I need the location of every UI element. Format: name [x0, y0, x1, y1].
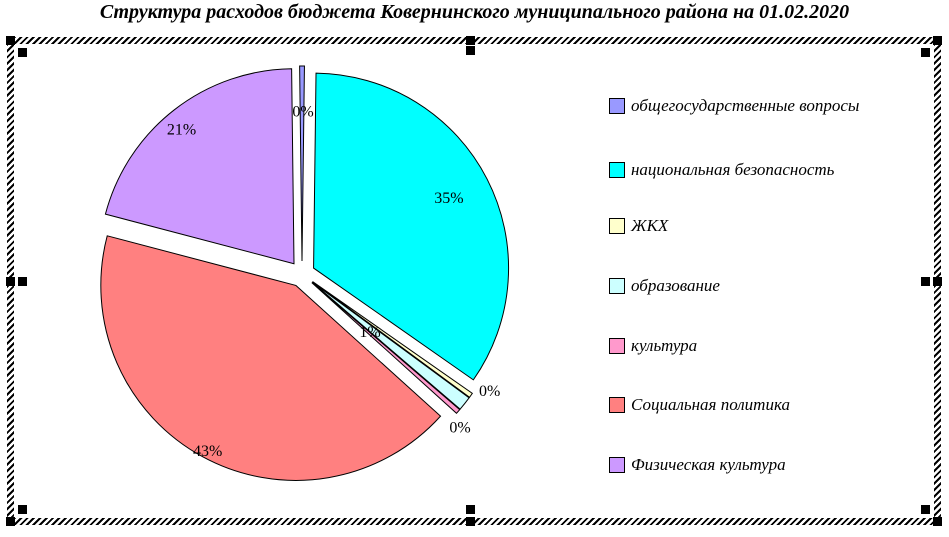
legend-label: Физическая культура — [631, 454, 786, 474]
legend-swatch — [609, 217, 625, 234]
legend-label: Социальная политика — [631, 394, 790, 414]
legend-item-3[interactable]: ЖКХ — [609, 216, 668, 235]
resize-handle-inner-bottom-left[interactable] — [18, 505, 27, 514]
legend-label: общегосударственные вопросы — [631, 95, 860, 115]
resize-handle-outer-bottom-left[interactable] — [6, 517, 15, 526]
legend-label: образование — [631, 275, 720, 295]
pie-percent-label: 43% — [193, 443, 222, 460]
chart-title[interactable]: Структура расходов бюджета Ковернинского… — [99, 1, 850, 23]
legend-swatch — [609, 396, 625, 413]
resize-handle-inner-middle-right[interactable] — [921, 277, 930, 286]
pie-percent-label: 0% — [449, 419, 470, 436]
resize-handle-inner-bottom-middle[interactable] — [465, 505, 475, 514]
resize-handle-outer-bottom-middle[interactable] — [465, 517, 475, 526]
resize-handle-inner-middle-left[interactable] — [18, 277, 27, 286]
legend-item-7[interactable]: Физическая культура — [609, 455, 786, 474]
pie-slice-1[interactable] — [299, 65, 305, 262]
legend-swatch — [609, 161, 625, 178]
legend-label: ЖКХ — [631, 215, 669, 235]
legend-label: культура — [631, 335, 698, 355]
pie-percent-label: 21% — [167, 122, 196, 139]
legend-item-5[interactable]: культура — [609, 336, 697, 355]
pie-slice-2[interactable] — [313, 72, 510, 381]
resize-handle-outer-top-left[interactable] — [6, 36, 15, 45]
resize-handle-outer-bottom-right[interactable] — [933, 517, 942, 526]
pie-slice-5[interactable] — [311, 282, 461, 414]
pie-slice-3[interactable] — [312, 281, 474, 398]
legend-item-2[interactable]: национальная безопасность — [609, 160, 834, 179]
resize-handle-outer-top-right[interactable] — [933, 36, 942, 45]
pie-slice-6[interactable] — [100, 235, 442, 481]
resize-handle-inner-top-middle[interactable] — [465, 46, 475, 55]
pie-percent-label: 1% — [359, 324, 380, 341]
pie-slice-7[interactable] — [104, 68, 295, 265]
resize-handle-inner-top-right[interactable] — [921, 48, 930, 57]
resize-handle-inner-bottom-right[interactable] — [921, 505, 930, 514]
resize-handle-inner-top-left[interactable] — [18, 48, 27, 57]
legend-swatch — [609, 337, 625, 354]
legend-label: национальная безопасность — [631, 159, 835, 179]
resize-handle-outer-middle-left[interactable] — [6, 277, 15, 286]
legend-item-6[interactable]: Социальная политика — [609, 395, 790, 414]
legend-swatch — [609, 456, 625, 473]
legend-item-1[interactable]: общегосударственные вопросы — [609, 96, 859, 115]
pie-percent-label: 0% — [292, 103, 313, 120]
legend-swatch — [609, 277, 625, 294]
legend-swatch — [609, 97, 625, 114]
pie-slice-4[interactable] — [311, 281, 470, 410]
resize-handle-outer-top-middle[interactable] — [465, 36, 475, 45]
resize-handle-outer-middle-right[interactable] — [933, 277, 942, 286]
legend-item-4[interactable]: образование — [609, 276, 720, 295]
pie-percent-label: 0% — [479, 383, 500, 400]
pie-percent-label: 35% — [434, 190, 463, 207]
